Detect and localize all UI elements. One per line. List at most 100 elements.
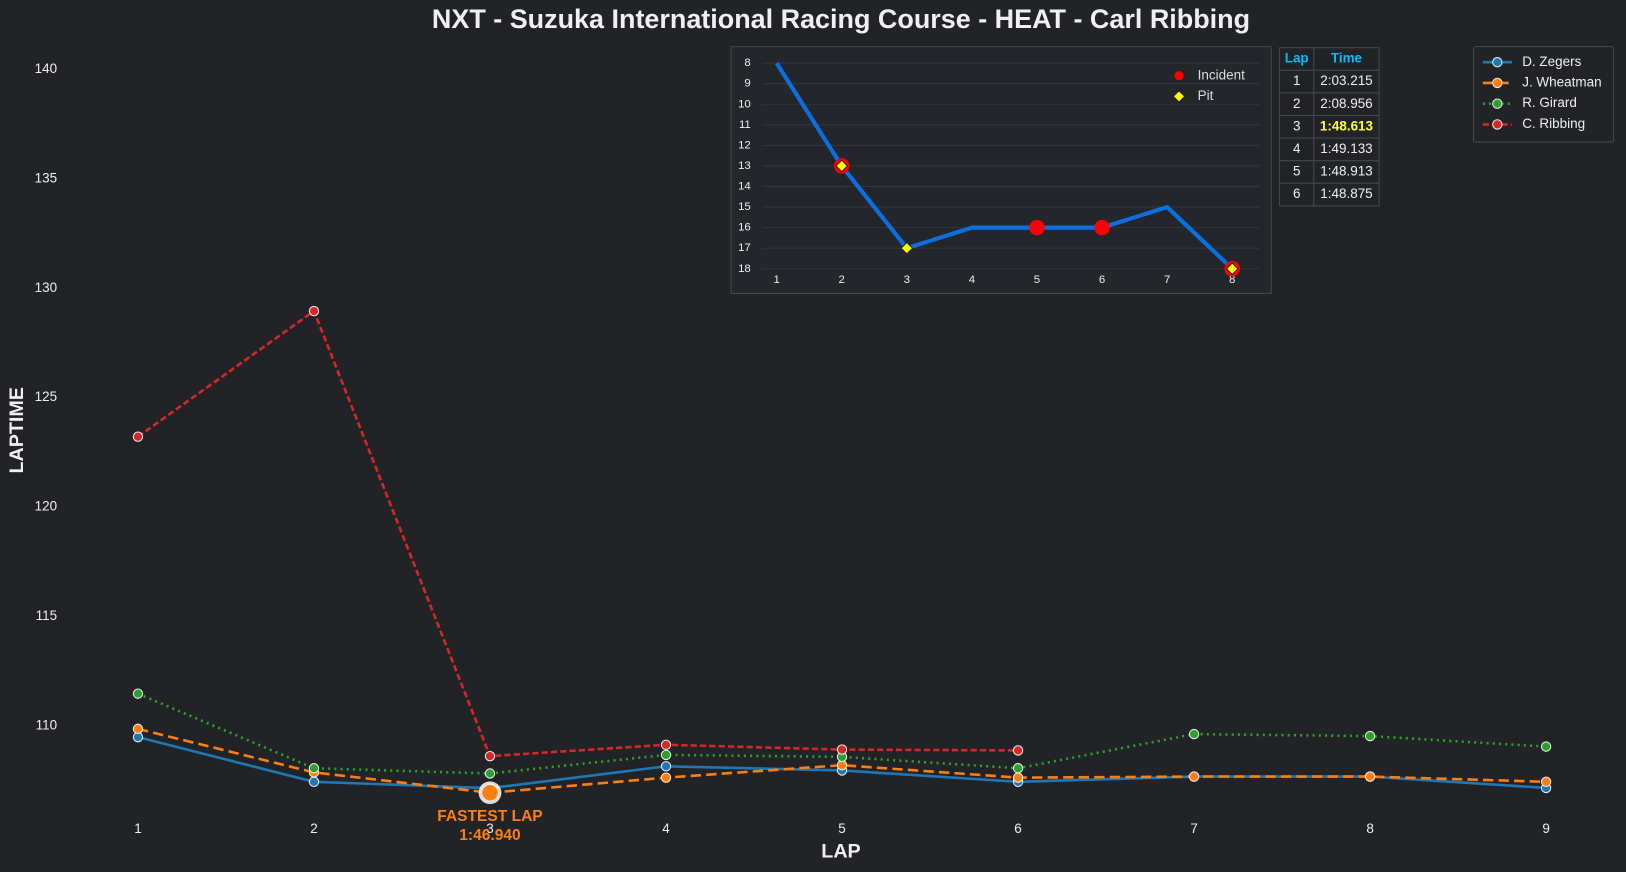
table-cell [1313,182,1380,207]
data-point [1012,763,1024,774]
y-tick-label: 140 [35,61,57,76]
data-point [1188,771,1200,782]
table-cell-text: 2 [1293,96,1301,111]
pit-marker [1225,262,1239,276]
table-cell-text: 5 [1293,164,1301,179]
inset-y-tick-label: 13 [738,160,751,172]
inset-x-tick-label: 1 [773,274,779,286]
data-point [308,776,320,787]
inset-y-tick-label: 15 [738,201,751,213]
legend-marker [1492,119,1503,130]
table-cell-text: 1:48.913 [1320,164,1372,179]
data-point [308,305,320,317]
series-line [137,692,1547,775]
y-tick-label: 120 [35,499,57,514]
x-tick-label: 2 [310,821,318,836]
inset-x-tick-label: 6 [1099,274,1105,286]
table-cell-text: 1 [1293,73,1301,88]
position-line [774,62,1234,271]
table-cell-text: 2:03.215 [1320,73,1372,88]
data-point [481,783,499,802]
inset-x-tick-label: 3 [904,274,910,286]
inset-y-tick-label: 18 [738,263,751,275]
data-point [1188,728,1200,740]
y-tick-label: 135 [35,170,57,185]
inset-legend-marker [1172,89,1186,103]
data-point [1540,741,1552,752]
table-cell-text: 3 [1293,118,1301,133]
inset-legend-marker [1173,69,1185,82]
legend-frame [1472,46,1614,143]
annotation: 1:46.940 [459,827,521,844]
x-tick-label: 5 [838,821,846,836]
legend-marker [1492,57,1503,68]
annotation: FASTEST LAP [437,808,542,825]
inset-y-tick-label: 12 [738,139,751,151]
data-point [660,772,672,783]
x-axis-label: LAP [821,841,860,863]
x-tick-label: 9 [1542,821,1550,836]
legend-marker [1492,98,1503,109]
table-cell-text: 1:48.875 [1320,186,1372,201]
x-tick-label: 6 [1014,821,1022,836]
data-point [1540,776,1552,787]
x-tick-label: 4 [662,821,670,836]
inset-y-tick-label: 17 [738,242,751,254]
x-tick-label: 8 [1366,821,1374,836]
inset-y-tick-label: 8 [744,57,750,69]
data-point [1364,730,1376,742]
table-header: Lap [1285,51,1309,66]
data-point [132,688,144,699]
data-point [660,761,672,772]
inset-x-tick-label: 8 [1229,274,1235,286]
y-tick-label: 110 [36,717,57,732]
inset-x-tick-label: 2 [839,274,845,286]
table-cell-text: 6 [1293,186,1301,201]
inset-y-tick-label: 10 [738,98,751,110]
table-cell-text: 2:08.956 [1320,96,1372,111]
incident-marker [1029,219,1045,236]
series-line [137,727,1547,795]
data-point [1012,745,1024,756]
legend-marker [1492,77,1503,89]
pit-marker [900,241,914,255]
y-tick-label: 125 [35,389,57,404]
data-point [132,431,144,442]
chart-title: NXT - Suzuka International Racing Course… [432,4,1250,34]
inset-x-tick-label: 5 [1034,274,1040,286]
data-point [1012,772,1024,783]
pit-marker [835,159,849,173]
inset-legend-label: Incident [1198,67,1245,82]
legend-label: D. Zegers [1522,54,1581,69]
series-line [137,309,1019,758]
y-tick-label: 130 [35,280,57,295]
x-tick-label: 3 [486,821,494,836]
table-cell-text: 4 [1293,141,1301,156]
inset-y-tick-label: 9 [744,78,750,90]
table-cell-text: 1:49.133 [1320,141,1372,156]
inset-x-tick-label: 4 [969,274,975,286]
incident-marker [1094,219,1110,236]
data-point [308,763,320,774]
data-point [1364,771,1376,782]
data-point [660,749,672,761]
inset-x-tick-label: 7 [1164,274,1170,286]
inset-y-tick-label: 11 [739,119,751,131]
x-tick-label: 1 [134,821,142,836]
legend-label: R. Girard [1522,95,1577,110]
inset-y-tick-label: 16 [738,222,751,234]
data-point [836,744,848,755]
inset-legend-label: Pit [1198,88,1214,103]
inset-y-tick-label: 14 [738,181,751,193]
inset-frame [730,46,1272,294]
legend-label: C. Ribbing [1522,116,1585,131]
table-header: Time [1331,51,1363,66]
y-axis-label: LAPTIME [6,387,28,473]
data-point [484,750,496,762]
legend-label: J. Wheatman [1522,75,1601,90]
x-tick-label: 7 [1190,821,1198,836]
data-point [132,723,144,735]
